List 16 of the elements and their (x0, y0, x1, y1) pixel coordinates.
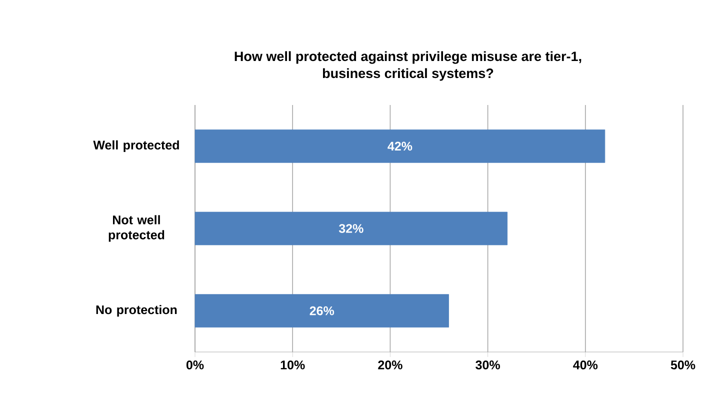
data-label: 42% (388, 142, 412, 151)
x-tick-label: 30% (476, 360, 500, 370)
chart-title: How well protected against privilege misuse are tier-1, business critical systems? (234, 51, 582, 81)
data-label: 32% (338, 224, 364, 233)
x-tick-label: 40% (573, 360, 598, 370)
x-tick-label: 0% (186, 360, 204, 370)
x-tick-label: 20% (378, 360, 402, 370)
bar (194, 130, 606, 163)
data-label: 26% (310, 306, 334, 316)
bar (194, 212, 508, 246)
x-tick-label: 10% (280, 360, 305, 370)
bar (194, 294, 449, 328)
y-tick-label: Well protected (93, 140, 179, 152)
x-tick-label: 50% (670, 360, 696, 370)
y-tick-label: Not well protected (108, 215, 164, 242)
y-tick-label: No protection (96, 304, 177, 317)
